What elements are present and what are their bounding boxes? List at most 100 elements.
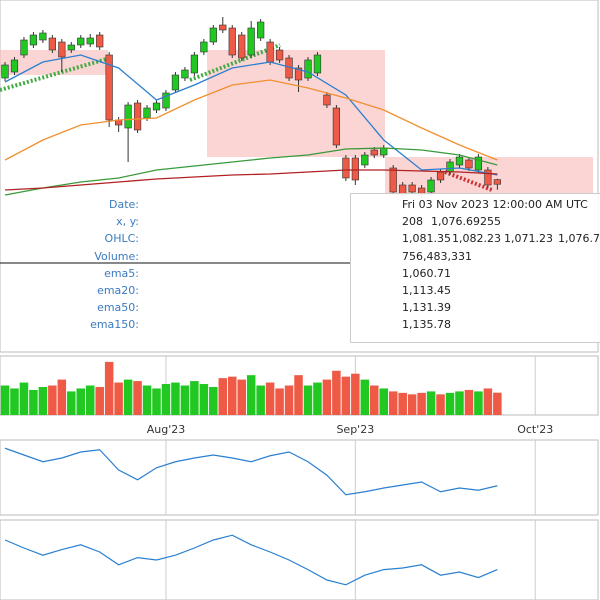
tooltip: Date: Fri 03 Nov 2023 12:00:00 AM UTC x, y… [90, 193, 600, 343]
volume-bar [218, 378, 228, 415]
candle-body [162, 92, 170, 109]
volume-bar [237, 379, 246, 415]
volume-bar [95, 386, 104, 415]
tooltip-label: ema150: [90, 318, 139, 332]
volume-bar [161, 384, 171, 415]
tooltip-value: 1,131.39 [402, 301, 451, 315]
volume-bar [190, 381, 199, 415]
candle-body [427, 179, 435, 193]
volume-bar [294, 375, 303, 415]
volume-bar [76, 388, 86, 415]
candle-body [39, 32, 47, 41]
volume-bar [10, 388, 19, 415]
volume-bar [67, 391, 76, 415]
candle-body [29, 34, 38, 46]
tooltip-value: Fri 03 Nov 2023 12:00:00 AM UTC [402, 198, 588, 211]
candle-body [190, 54, 198, 74]
volume-bar [360, 379, 370, 415]
tooltip-value: 756,483,331 [402, 249, 472, 263]
volume-bar [370, 385, 379, 415]
candle-body [105, 54, 113, 121]
candle-body [219, 24, 227, 31]
candle-body [20, 39, 28, 56]
indicator-pane [0, 519, 599, 600]
tooltip-label: OHLC: [104, 232, 139, 246]
volume-bar [38, 386, 48, 415]
candle-body [342, 157, 350, 179]
candle-body [143, 107, 151, 119]
volume-bar [379, 388, 388, 415]
volume-bar [265, 382, 275, 415]
tooltip-value: 208 [402, 215, 423, 229]
trend-line [189, 43, 281, 82]
tooltip-value: 1,071.23 [504, 232, 553, 246]
candle-body [408, 184, 416, 193]
volume-bar [436, 394, 445, 415]
tooltip-value: 1,076.78 [558, 232, 600, 246]
volume-bar [180, 385, 190, 415]
indicator-line [4, 447, 498, 496]
tooltip-value: 1,076.69255 [431, 215, 501, 229]
candle-body [152, 102, 161, 111]
candle-body [200, 41, 208, 53]
candle-body [275, 49, 284, 61]
candle-body [389, 167, 397, 193]
volume-bar [313, 382, 322, 415]
volume-bar [483, 388, 493, 415]
tooltip-label: Volume: [94, 249, 139, 263]
indicator-line [4, 534, 498, 586]
candle-body [238, 34, 246, 59]
candle-body [351, 157, 359, 181]
candle-body [77, 37, 85, 46]
candle-body [313, 54, 322, 74]
indicator-pane [0, 439, 599, 516]
volume-bar [275, 388, 284, 415]
volume-bar [284, 385, 294, 415]
volume-bar [142, 385, 152, 415]
volume-bar [48, 385, 57, 415]
candle-body [332, 107, 341, 146]
price-pane [0, 0, 599, 353]
candle-body [209, 27, 217, 43]
candle-body [455, 156, 464, 166]
trend-line [0, 56, 111, 92]
volume-bar [209, 386, 218, 415]
volume-bar [388, 391, 398, 415]
candle-body [361, 154, 369, 166]
tooltip-label: Date: [109, 198, 139, 211]
volume-bar [474, 391, 483, 415]
candle-body [323, 94, 331, 106]
candle-body [257, 21, 265, 39]
ma-line [4, 147, 498, 196]
volume-bar [464, 389, 474, 415]
volume-bar [85, 385, 95, 415]
candle-body [465, 159, 473, 169]
volume-bar [227, 376, 237, 415]
candle-body [484, 169, 492, 186]
volume-bar [351, 373, 360, 415]
volume-bar [29, 389, 38, 415]
x-tick-label: Oct'23 [517, 423, 553, 436]
candle-body [446, 161, 454, 173]
candle-body [228, 27, 236, 56]
tooltip-value: 1,135.78 [402, 318, 451, 332]
volume-bar [256, 385, 265, 415]
volume-bar [303, 385, 313, 415]
volume-bar [445, 392, 455, 415]
volume-bar [104, 361, 114, 415]
candle-body [247, 27, 255, 56]
candle-body [1, 64, 9, 79]
candle-body [436, 171, 445, 181]
x-tick-label: Sep'23 [336, 423, 374, 436]
ma-line [4, 79, 498, 161]
volume-bar [417, 392, 426, 415]
candle-body [304, 59, 312, 79]
volume-bar [341, 376, 351, 415]
candle-body [124, 104, 132, 129]
tooltip-value: 1,060.71 [402, 266, 451, 280]
x-tick-label: Aug'23 [147, 423, 186, 436]
volume-bar [455, 391, 464, 415]
tooltip-label: ema20: [97, 284, 139, 297]
candle-body [181, 69, 189, 79]
